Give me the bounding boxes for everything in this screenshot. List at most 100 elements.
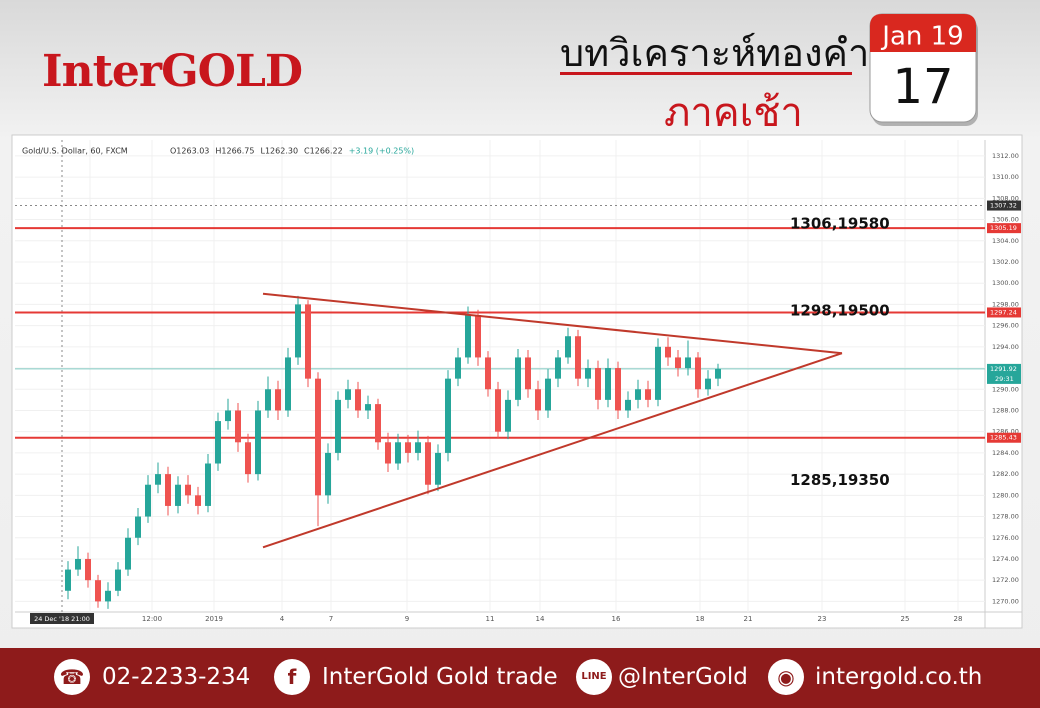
- y-tick-label: 1308.00: [992, 194, 1019, 202]
- x-tick-label: 21: [744, 615, 753, 623]
- candle-body: [625, 399, 631, 411]
- ohlc-label: L1262.30: [261, 147, 299, 156]
- candle-body: [105, 590, 111, 602]
- x-tick-label: 25: [901, 615, 910, 623]
- y-tick-label: 1310.00: [992, 173, 1019, 181]
- ohlc-label: H1266.75: [215, 147, 254, 156]
- candle-body: [525, 357, 531, 390]
- y-tick-label: 1276.00: [992, 534, 1019, 542]
- y-tick-label: 1306.00: [992, 216, 1019, 224]
- y-tick-label: 1284.00: [992, 449, 1019, 457]
- calendar: Jan 19 17: [869, 13, 978, 126]
- y-tick-label: 1296.00: [992, 322, 1019, 330]
- crosshair-y-box: [987, 200, 1021, 211]
- candle-body: [175, 484, 181, 506]
- candle-body: [715, 368, 721, 379]
- x-tick-label: 28: [954, 615, 963, 623]
- x-tick-label: 4: [280, 615, 285, 623]
- candle-body: [405, 442, 411, 453]
- candle-body: [475, 315, 481, 358]
- candle-body: [155, 474, 161, 485]
- candle-body: [485, 357, 491, 390]
- y-tick-label: 1278.00: [992, 513, 1019, 521]
- candle-body: [255, 410, 261, 475]
- candle-body: [185, 484, 191, 496]
- candle-body: [345, 389, 351, 400]
- website: intergold.co.th: [815, 664, 983, 690]
- candle-body: [195, 495, 201, 506]
- x-tick-label: 23: [818, 615, 827, 623]
- y-tick-label: 1302.00: [992, 258, 1019, 266]
- annotation: 1285,19350: [790, 471, 890, 489]
- ohlc-label: +3.19 (+0.25%): [349, 147, 414, 156]
- subtitle: ภาคเช้า: [664, 90, 803, 136]
- candle-body: [465, 315, 471, 358]
- title: บทวิเคราะห์ทองคำ: [560, 31, 870, 75]
- level-box: [987, 223, 1021, 234]
- y-tick-label: 1294.00: [992, 343, 1019, 351]
- candle-body: [235, 410, 241, 443]
- last-price-label: 1291.92: [990, 365, 1017, 373]
- y-tick-label: 1282.00: [992, 470, 1019, 478]
- annotation: 1298,19500: [790, 301, 890, 319]
- line-icon: LINE: [576, 659, 612, 695]
- candle-body: [225, 410, 231, 422]
- candle-body: [385, 442, 391, 464]
- candle-body: [425, 442, 431, 485]
- candle-body: [595, 368, 601, 400]
- candle-body: [635, 389, 641, 400]
- trendline: [262, 352, 843, 549]
- candle-body: [265, 389, 271, 411]
- candle-body: [455, 357, 461, 379]
- candle-body: [365, 404, 371, 411]
- y-tick-label: 1290.00: [992, 385, 1019, 393]
- candle-body: [705, 378, 711, 390]
- y-tick-label: 1274.00: [992, 555, 1019, 563]
- candle-body: [85, 558, 91, 581]
- candle-body: [695, 357, 701, 390]
- x-tick-label: 14: [536, 615, 545, 623]
- crosshair-x-box: [30, 613, 94, 624]
- level-label: 1285.43: [990, 434, 1017, 442]
- y-tick-label: 1312.00: [992, 152, 1019, 160]
- countdown-label: 29:31: [995, 375, 1014, 383]
- y-tick-label: 1288.00: [992, 406, 1019, 414]
- annotation: 1306,19580: [790, 214, 890, 232]
- candle-body: [655, 346, 661, 400]
- ohlc-label: O1263.03: [170, 147, 209, 156]
- candle-body: [395, 442, 401, 464]
- candle-body: [295, 304, 301, 358]
- candle-body: [445, 378, 451, 453]
- level-label: 1297.24: [990, 308, 1017, 316]
- candle-body: [95, 580, 101, 602]
- candle-body: [515, 357, 521, 400]
- calendar-day: 17: [892, 59, 953, 115]
- candle-body: [375, 404, 381, 443]
- y-tick-label: 1280.00: [992, 491, 1019, 499]
- x-tick-label: 16: [612, 615, 621, 623]
- crosshair-x-label: 24 Dec '18 21:00: [34, 615, 90, 623]
- phone-icon: ☎: [54, 659, 90, 695]
- candle-body: [285, 357, 291, 411]
- y-tick-label: 1270.00: [992, 597, 1019, 605]
- level-label: 1305.19: [990, 224, 1017, 232]
- trendline: [262, 292, 843, 355]
- candle-body: [435, 452, 441, 485]
- y-tick-label: 1286.00: [992, 428, 1019, 436]
- y-tick-label: 1298.00: [992, 300, 1019, 308]
- candle-body: [315, 378, 321, 496]
- candle-body: [145, 484, 151, 517]
- calendar-month: Jan 19: [880, 22, 963, 52]
- candle-body: [585, 368, 591, 379]
- x-tick-label: 11: [486, 615, 495, 623]
- candle-body: [495, 389, 501, 432]
- candle-body: [205, 463, 211, 506]
- candle-body: [125, 537, 131, 570]
- candle-body: [325, 452, 331, 496]
- level-box: [987, 307, 1021, 318]
- candle-body: [215, 421, 221, 464]
- candle-body: [535, 389, 541, 411]
- candle-body: [305, 304, 311, 379]
- candle-body: [75, 558, 81, 570]
- candle-body: [275, 389, 281, 411]
